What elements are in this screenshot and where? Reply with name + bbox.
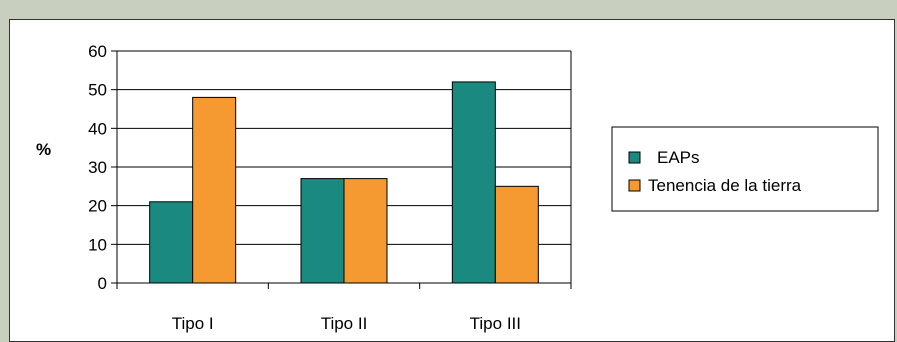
x-category-label: Tipo II <box>321 314 368 333</box>
y-tick-label: 0 <box>98 274 107 293</box>
x-category-label: Tipo III <box>470 314 521 333</box>
legend-label: Tenencia de la tierra <box>648 176 802 195</box>
x-axis-labels: Tipo I Tipo II Tipo III <box>172 314 521 333</box>
axes <box>116 51 572 289</box>
legend-swatch <box>628 179 641 192</box>
bar-tenencia-3 <box>494 185 539 284</box>
legend-box <box>611 126 879 212</box>
y-tick-label: 40 <box>88 119 107 138</box>
legend-swatch <box>628 151 641 164</box>
y-tick-label: 60 <box>88 42 107 61</box>
y-tick-label: 10 <box>88 235 107 254</box>
legend-label: EAPs <box>657 148 700 167</box>
y-axis-ticks: 0 10 20 30 40 50 60 <box>88 42 117 293</box>
bar-eaps-1 <box>149 201 194 284</box>
y-tick-label: 20 <box>88 197 107 216</box>
bar-eaps-3 <box>451 81 496 284</box>
legend: EAPs Tenencia de la tierra <box>611 126 879 212</box>
y-tick-label: 50 <box>88 81 107 100</box>
bar-tenencia-1 <box>192 96 237 284</box>
y-axis-label: % <box>36 140 51 159</box>
bar-eaps-2 <box>300 178 345 284</box>
bar-tenencia-2 <box>343 178 388 284</box>
bars <box>149 81 539 284</box>
x-category-label: Tipo I <box>172 314 214 333</box>
y-tick-label: 30 <box>88 158 107 177</box>
